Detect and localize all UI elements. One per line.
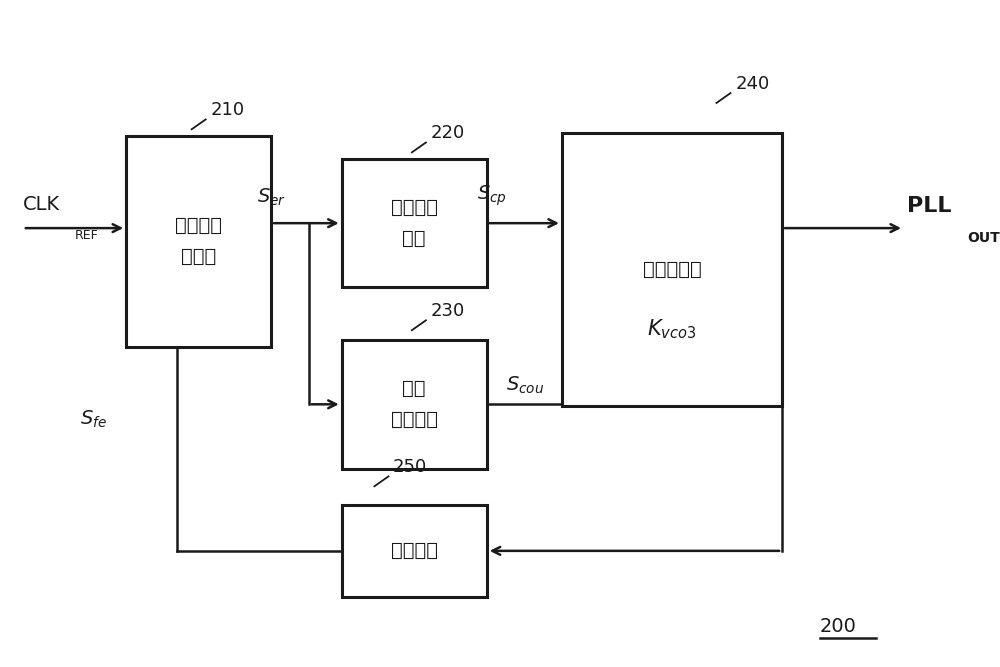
Text: $S_{er}$: $S_{er}$ — [257, 187, 286, 208]
Text: REF: REF — [74, 229, 98, 242]
Text: 频率控制
电路: 频率控制 电路 — [391, 198, 438, 248]
Text: 240: 240 — [735, 75, 769, 93]
Bar — [126, 136, 271, 347]
Text: 210: 210 — [210, 101, 244, 119]
Text: $S_{cp}$: $S_{cp}$ — [477, 184, 506, 208]
Text: $K_{vco3}$: $K_{vco3}$ — [647, 317, 697, 342]
Text: $S_{fe}$: $S_{fe}$ — [80, 408, 107, 430]
Text: 相位频率
偵测器: 相位频率 偵测器 — [175, 216, 222, 266]
Bar — [342, 340, 487, 468]
Text: PLL: PLL — [907, 196, 951, 216]
Text: 200: 200 — [820, 618, 856, 636]
Text: 反馈回路: 反馈回路 — [391, 542, 438, 560]
Bar — [342, 505, 487, 597]
Text: 220: 220 — [431, 125, 465, 143]
Text: 230: 230 — [431, 302, 465, 320]
Text: $S_{cou}$: $S_{cou}$ — [506, 375, 544, 396]
Text: CLK: CLK — [23, 195, 60, 213]
Bar — [342, 159, 487, 287]
Text: 250: 250 — [393, 458, 427, 476]
Bar — [562, 133, 782, 406]
Text: 压控振荡器: 压控振荡器 — [643, 259, 701, 279]
Text: OUT: OUT — [968, 231, 1000, 245]
Text: 数字
控制电路: 数字 控制电路 — [391, 380, 438, 430]
